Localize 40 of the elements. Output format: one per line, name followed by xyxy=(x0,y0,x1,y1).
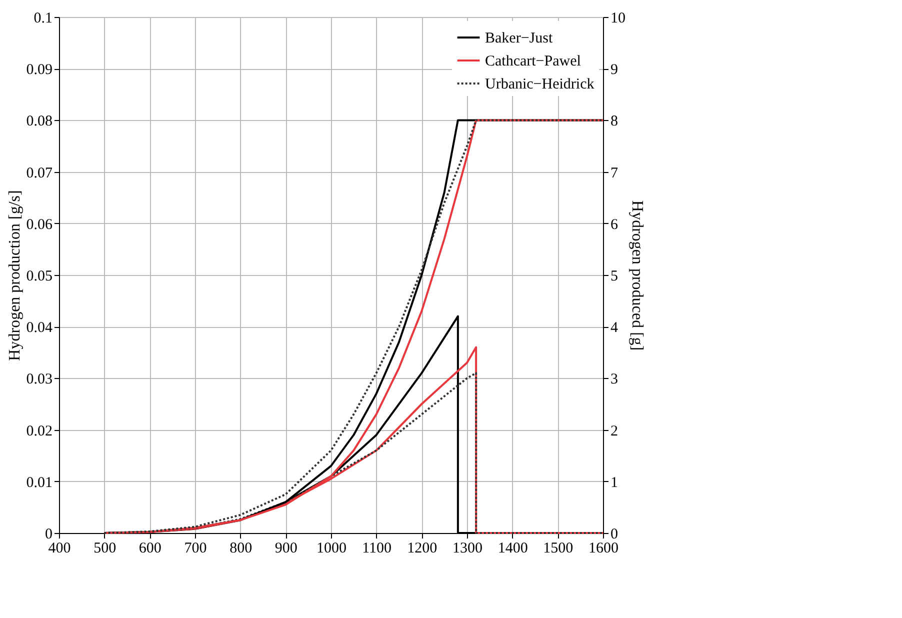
y-tick-label: 0.04 xyxy=(26,320,53,336)
y2-tick-label: 4 xyxy=(610,320,618,336)
x-tick-label: 1400 xyxy=(498,540,528,556)
y-tick-label: 0.07 xyxy=(26,165,53,182)
legend-label: Cathcart−Pawel xyxy=(485,54,581,70)
x-tick-label: 700 xyxy=(184,540,207,556)
y2-tick-label: 3 xyxy=(610,372,618,388)
legend-label: Baker−Just xyxy=(485,30,554,46)
y-tick-label: 0.03 xyxy=(26,372,52,388)
x-tick-label: 1300 xyxy=(452,540,482,556)
y2-tick-label: 9 xyxy=(610,62,618,78)
y-tick-label: 0.02 xyxy=(26,423,52,440)
y-tick-label: 0.1 xyxy=(34,10,52,26)
y2-tick-label: 7 xyxy=(610,165,618,182)
y2-tick-label: 2 xyxy=(610,423,618,440)
y2-tick-label: 0 xyxy=(610,526,618,542)
y-tick-label: 0.05 xyxy=(26,268,52,284)
y-tick-label: 0.01 xyxy=(26,474,52,491)
x-tick-label: 900 xyxy=(274,540,298,556)
y2-axis-title: Hydrogen produced [g] xyxy=(628,200,646,351)
y-tick-label: 0 xyxy=(45,526,52,542)
x-tick-label: 1100 xyxy=(362,540,392,556)
y2-tick-label: 6 xyxy=(610,216,618,233)
x-tick-label: 1000 xyxy=(316,540,346,556)
y-tick-label: 0.08 xyxy=(26,114,52,130)
y2-tick-label: 5 xyxy=(610,268,618,284)
y-tick-label: 0.09 xyxy=(26,62,52,78)
y2-tick-label: 1 xyxy=(610,474,618,491)
y-tick-label: 0.06 xyxy=(26,216,53,233)
x-tick-label: 1200 xyxy=(407,540,438,556)
x-tick-label: 800 xyxy=(230,540,252,556)
y2-tick-label: 10 xyxy=(610,10,626,26)
y-axis-title: Hydrogen production [g/s] xyxy=(6,190,24,361)
legend-label: Urbanic−Heidrick xyxy=(485,76,595,92)
x-tick-label: 600 xyxy=(138,540,162,556)
x-tick-label: 400 xyxy=(48,540,71,556)
x-tick-label: 1600 xyxy=(588,540,618,556)
x-tick-label: 500 xyxy=(94,540,116,556)
y2-tick-label: 8 xyxy=(610,114,618,130)
x-tick-label: 1500 xyxy=(543,540,574,556)
